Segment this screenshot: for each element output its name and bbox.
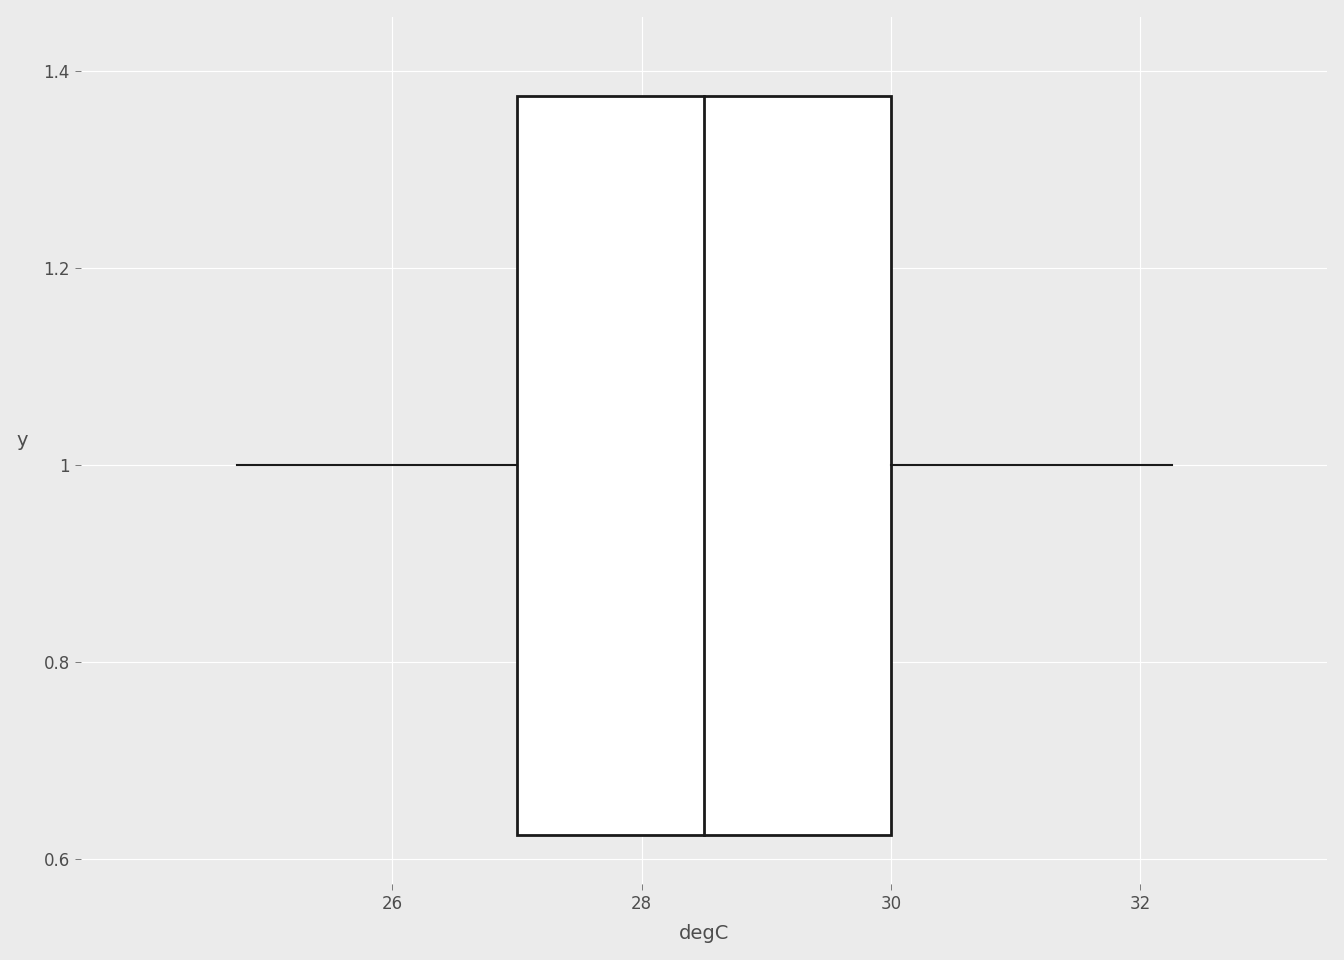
Y-axis label: y: y: [16, 431, 28, 450]
Bar: [517, 96, 891, 835]
X-axis label: degC: degC: [679, 924, 730, 944]
